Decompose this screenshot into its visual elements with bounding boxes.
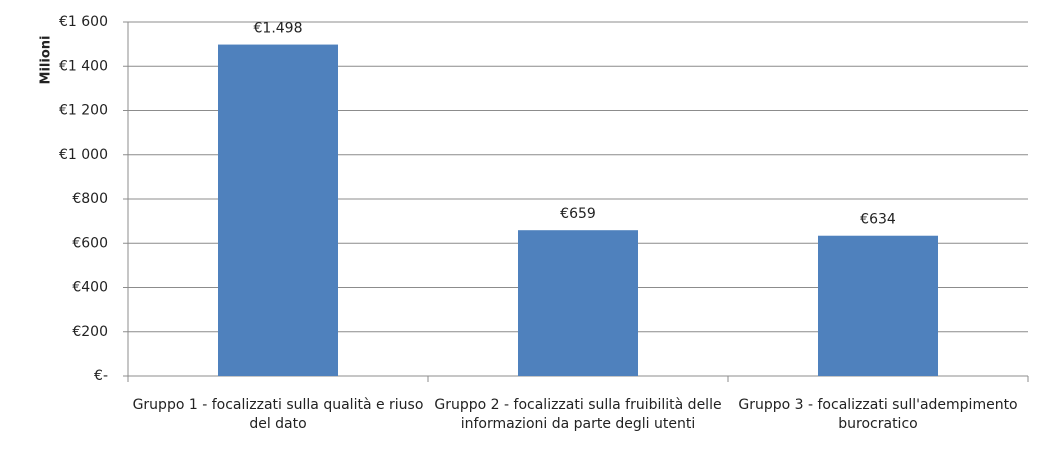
x-tick-label: Gruppo 3 - focalizzati sull'adempimento …	[738, 397, 1018, 432]
bar	[518, 230, 638, 376]
y-axis-label: Milioni	[39, 36, 54, 85]
y-tick-label: €1 200	[59, 103, 108, 119]
y-tick-label: €200	[72, 324, 108, 340]
data-label: €659	[560, 206, 596, 222]
y-tick-label: €800	[72, 191, 108, 207]
x-tick-label: Gruppo 2 - focalizzati sulla fruibilità …	[434, 397, 722, 432]
y-tick-label: €1 600	[59, 14, 108, 30]
data-label: €1.498	[254, 21, 303, 37]
y-tick-label: €1 000	[59, 147, 108, 163]
y-tick-label: €-	[94, 368, 108, 384]
bar	[818, 235, 938, 376]
bar	[218, 44, 338, 376]
y-tick-label: €1 400	[59, 58, 108, 74]
x-tick-label: Gruppo 1 - focalizzati sulla qualità e r…	[132, 397, 424, 432]
y-tick-label: €400	[72, 280, 108, 296]
y-tick-label: €600	[72, 235, 108, 251]
data-label: €634	[860, 212, 896, 228]
